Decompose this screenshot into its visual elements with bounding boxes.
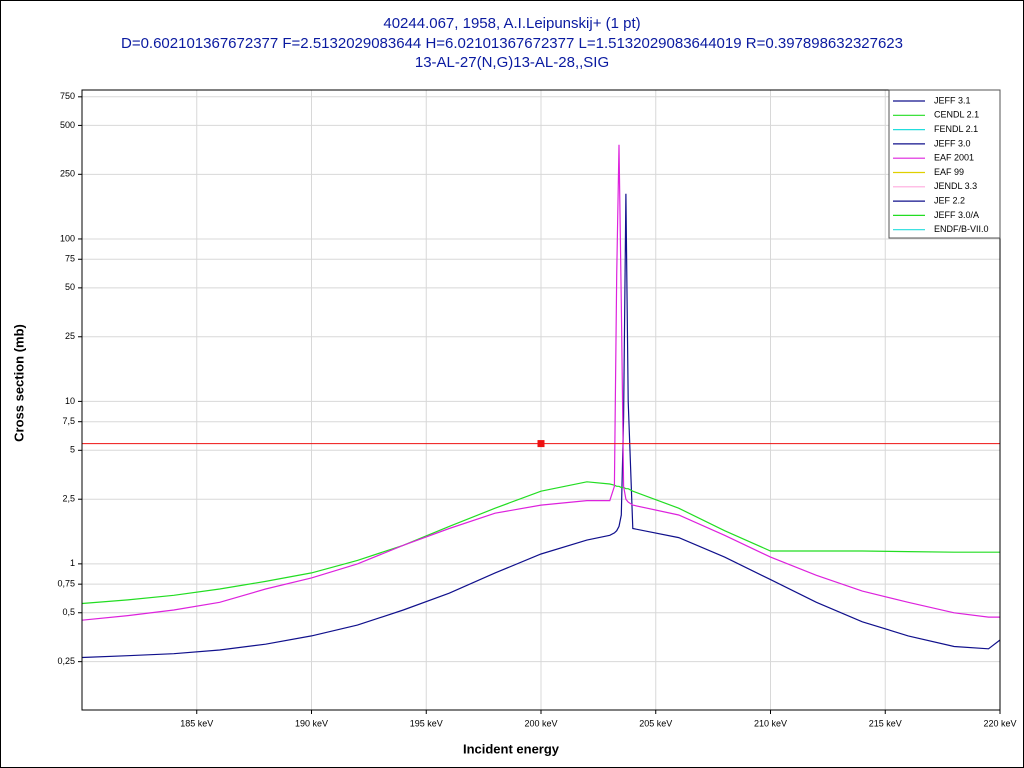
y-tick-label: 500 <box>60 120 75 130</box>
plot-frame <box>81 89 1001 711</box>
x-axis-label: Incident energy <box>463 741 560 756</box>
legend-label: EAF 99 <box>934 167 964 177</box>
legend-label: CENDL 2.1 <box>934 110 979 120</box>
legend-label: JENDL 3.3 <box>934 181 977 191</box>
x-tick-label: 210 keV <box>754 718 787 728</box>
y-tick-label: 0,75 <box>57 579 75 589</box>
y-tick-label: 75 <box>65 254 75 264</box>
x-tick-label: 215 keV <box>869 718 902 728</box>
series-line <box>81 193 1001 659</box>
legend-box <box>888 89 1001 239</box>
chart-subtitle: 13-AL-27(N,G)13-AL-28,,SIG <box>415 54 609 71</box>
y-tick-label: 0,25 <box>57 656 75 666</box>
y-tick-label: 7,5 <box>62 416 75 426</box>
legend-label: JEFF 3.0/A <box>934 210 979 220</box>
y-tick-label: 10 <box>65 396 75 406</box>
x-tick-label: 190 keV <box>295 718 328 728</box>
legend-label: JEFF 3.1 <box>934 95 971 105</box>
legend-label: JEF 2.2 <box>934 195 965 205</box>
experiment-point <box>537 440 545 448</box>
y-tick-label: 0,5 <box>62 607 75 617</box>
y-axis-label: Cross section (mb) <box>11 324 26 442</box>
x-tick-label: 185 keV <box>180 718 213 728</box>
legend-label: ENDF/B-VII.0 <box>934 224 989 234</box>
x-tick-label: 220 keV <box>983 718 1016 728</box>
legend-label: FENDL 2.1 <box>934 124 978 134</box>
y-tick-label: 100 <box>60 233 75 243</box>
series-line <box>81 481 1000 605</box>
series-line <box>81 144 1000 621</box>
y-tick-label: 5 <box>70 445 75 455</box>
legend-label: JEFF 3.0 <box>934 138 971 148</box>
y-tick-label: 750 <box>60 91 75 101</box>
x-tick-label: 195 keV <box>410 718 443 728</box>
x-tick-label: 205 keV <box>639 718 672 728</box>
legend-label: EAF 2001 <box>934 153 974 163</box>
y-tick-label: 50 <box>65 282 75 292</box>
y-tick-label: 25 <box>65 331 75 341</box>
chart-title: 40244.067, 1958, A.I.Leipunskij+ (1 pt) <box>383 15 640 32</box>
y-tick-label: 1 <box>70 558 75 568</box>
x-tick-label: 200 keV <box>524 718 557 728</box>
y-tick-label: 2,5 <box>62 494 75 504</box>
chart-subtitle: D=0.602101367672377 F=2.5132029083644 H=… <box>121 35 903 52</box>
y-tick-label: 250 <box>60 169 75 179</box>
